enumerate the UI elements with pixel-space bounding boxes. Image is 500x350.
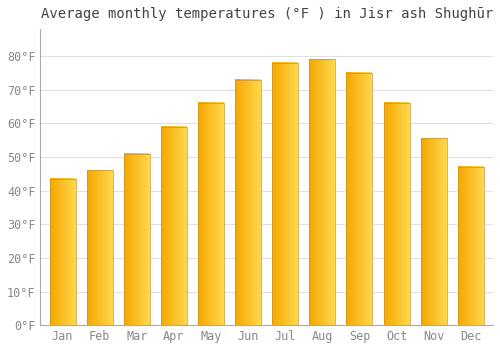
Bar bbox=[458, 167, 484, 325]
Bar bbox=[86, 170, 113, 325]
Bar bbox=[161, 127, 187, 325]
Bar bbox=[346, 73, 372, 325]
Bar bbox=[420, 139, 446, 325]
Bar bbox=[272, 63, 298, 325]
Title: Average monthly temperatures (°F ) in Jisr ash Shughūr: Average monthly temperatures (°F ) in Ji… bbox=[40, 7, 493, 21]
Bar bbox=[124, 154, 150, 325]
Bar bbox=[310, 60, 336, 325]
Bar bbox=[384, 103, 409, 325]
Bar bbox=[198, 103, 224, 325]
Bar bbox=[50, 179, 76, 325]
Bar bbox=[235, 79, 261, 325]
